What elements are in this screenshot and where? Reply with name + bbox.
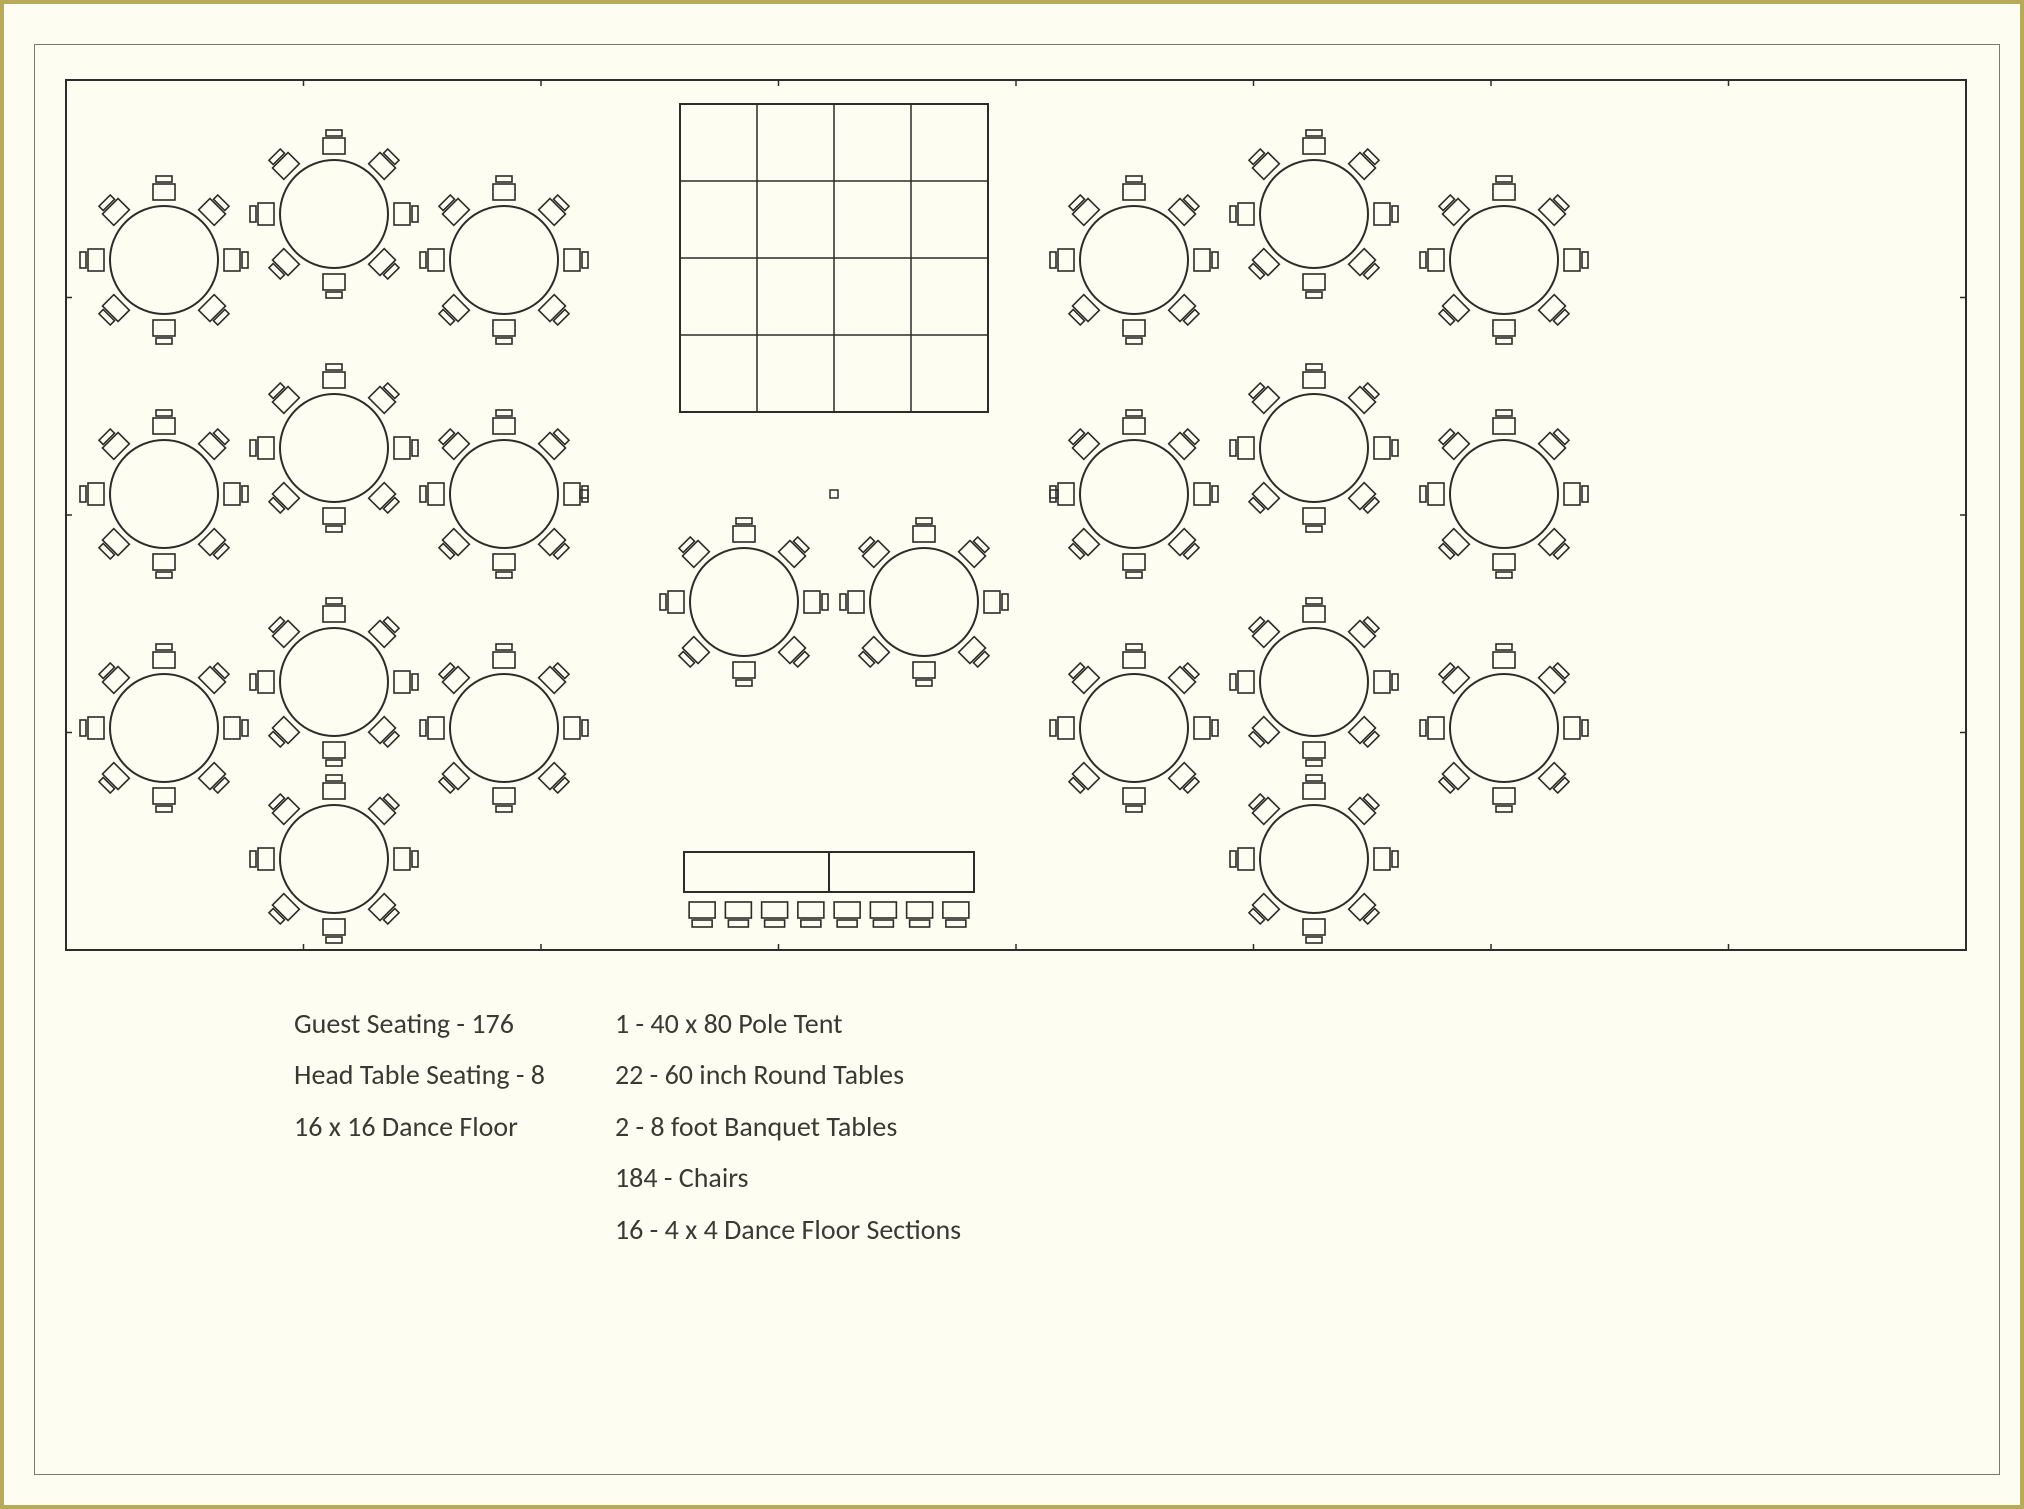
- legend: Guest Seating - 176 Head Table Seating -…: [4, 990, 2024, 1251]
- round-table: [1050, 410, 1218, 578]
- round-table: [1420, 410, 1588, 578]
- legend-line: 16 - 4 x 4 Dance Floor Sections: [615, 1208, 961, 1251]
- legend-line: 2 - 8 foot Banquet Tables: [615, 1105, 961, 1148]
- legend-line: 22 - 60 inch Round Tables: [615, 1053, 961, 1096]
- round-table: [1230, 130, 1398, 298]
- legend-line: 184 - Chairs: [615, 1156, 961, 1199]
- round-table: [1420, 176, 1588, 344]
- round-table: [80, 176, 248, 344]
- legend-line: Head Table Seating - 8: [294, 1053, 545, 1096]
- legend-line: 16 x 16 Dance Floor: [294, 1105, 545, 1148]
- round-table: [80, 410, 248, 578]
- legend-line: Guest Seating - 176: [294, 1002, 545, 1045]
- round-table: [250, 598, 418, 766]
- round-table: [1050, 644, 1218, 812]
- round-table: [420, 176, 588, 344]
- round-table: [250, 130, 418, 298]
- legend-left-column: Guest Seating - 176 Head Table Seating -…: [294, 1002, 545, 1251]
- round-table: [1230, 364, 1398, 532]
- round-table: [660, 518, 828, 686]
- legend-right-column: 1 - 40 x 80 Pole Tent 22 - 60 inch Round…: [615, 1002, 961, 1251]
- round-table: [250, 364, 418, 532]
- round-table: [1050, 176, 1218, 344]
- round-table: [1420, 644, 1588, 812]
- floor-plan-svg: [4, 4, 2024, 980]
- round-table: [420, 410, 588, 578]
- round-table: [420, 644, 588, 812]
- round-table: [80, 644, 248, 812]
- seating-diagram-frame: Guest Seating - 176 Head Table Seating -…: [0, 0, 2024, 1509]
- round-table: [1230, 598, 1398, 766]
- head-table: [684, 852, 974, 927]
- round-table: [250, 775, 418, 943]
- round-table: [1230, 775, 1398, 943]
- legend-line: 1 - 40 x 80 Pole Tent: [615, 1002, 961, 1045]
- round-table: [840, 518, 1008, 686]
